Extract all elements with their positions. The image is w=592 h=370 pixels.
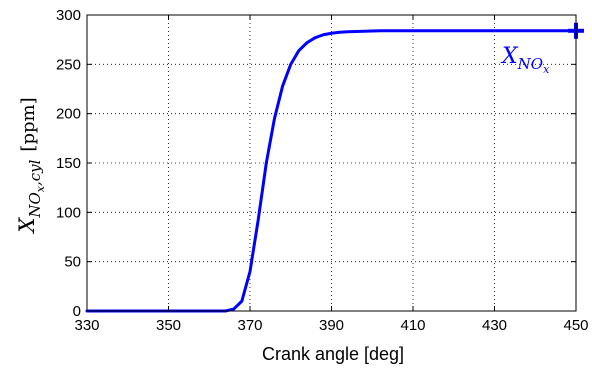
x-tick-label: 450	[563, 317, 588, 334]
annotation-sub: NO	[517, 55, 543, 73]
y-tick-label: 300	[56, 7, 81, 24]
x-tick-label: 430	[482, 317, 507, 334]
x-tick-label: 350	[156, 317, 181, 334]
annotation-main: X	[500, 44, 519, 69]
y-label-sub: NO	[26, 192, 44, 218]
y-tick-label: 50	[64, 254, 81, 271]
annotation-subsub: x	[543, 63, 550, 76]
x-tick-label: 390	[319, 317, 344, 334]
y-label-subsub: x	[34, 185, 47, 192]
y-label-sub-tail: ,cyl	[26, 159, 44, 186]
y-tick-label: 200	[56, 106, 81, 123]
x-tick-label: 370	[237, 317, 262, 334]
y-axis-label: XNOx,cyl [ppm]	[15, 97, 47, 234]
y-tick-label: 150	[56, 155, 81, 172]
y-tick-label: 100	[56, 204, 81, 221]
series-line	[85, 29, 578, 313]
y-tick-label: 250	[56, 56, 81, 73]
labels: 330 350 370 390 410 430 450 0 50 100 150 200 250 300	[56, 7, 589, 334]
series-annotation: XNOx	[500, 44, 550, 76]
svg-text:XNOx,cyl[ppm]: XNOx,cyl [ppm]	[15, 97, 47, 234]
y-label-unit: [ppm]	[18, 97, 39, 151]
y-label-main: X	[15, 217, 39, 235]
y-tick-label: 0	[73, 303, 81, 320]
x-tick-label: 410	[400, 317, 425, 334]
x-axis-label: Crank angle [deg]	[262, 344, 404, 364]
ticks	[86, 14, 577, 312]
grid	[87, 15, 576, 311]
x-tick-label: 330	[74, 317, 99, 334]
